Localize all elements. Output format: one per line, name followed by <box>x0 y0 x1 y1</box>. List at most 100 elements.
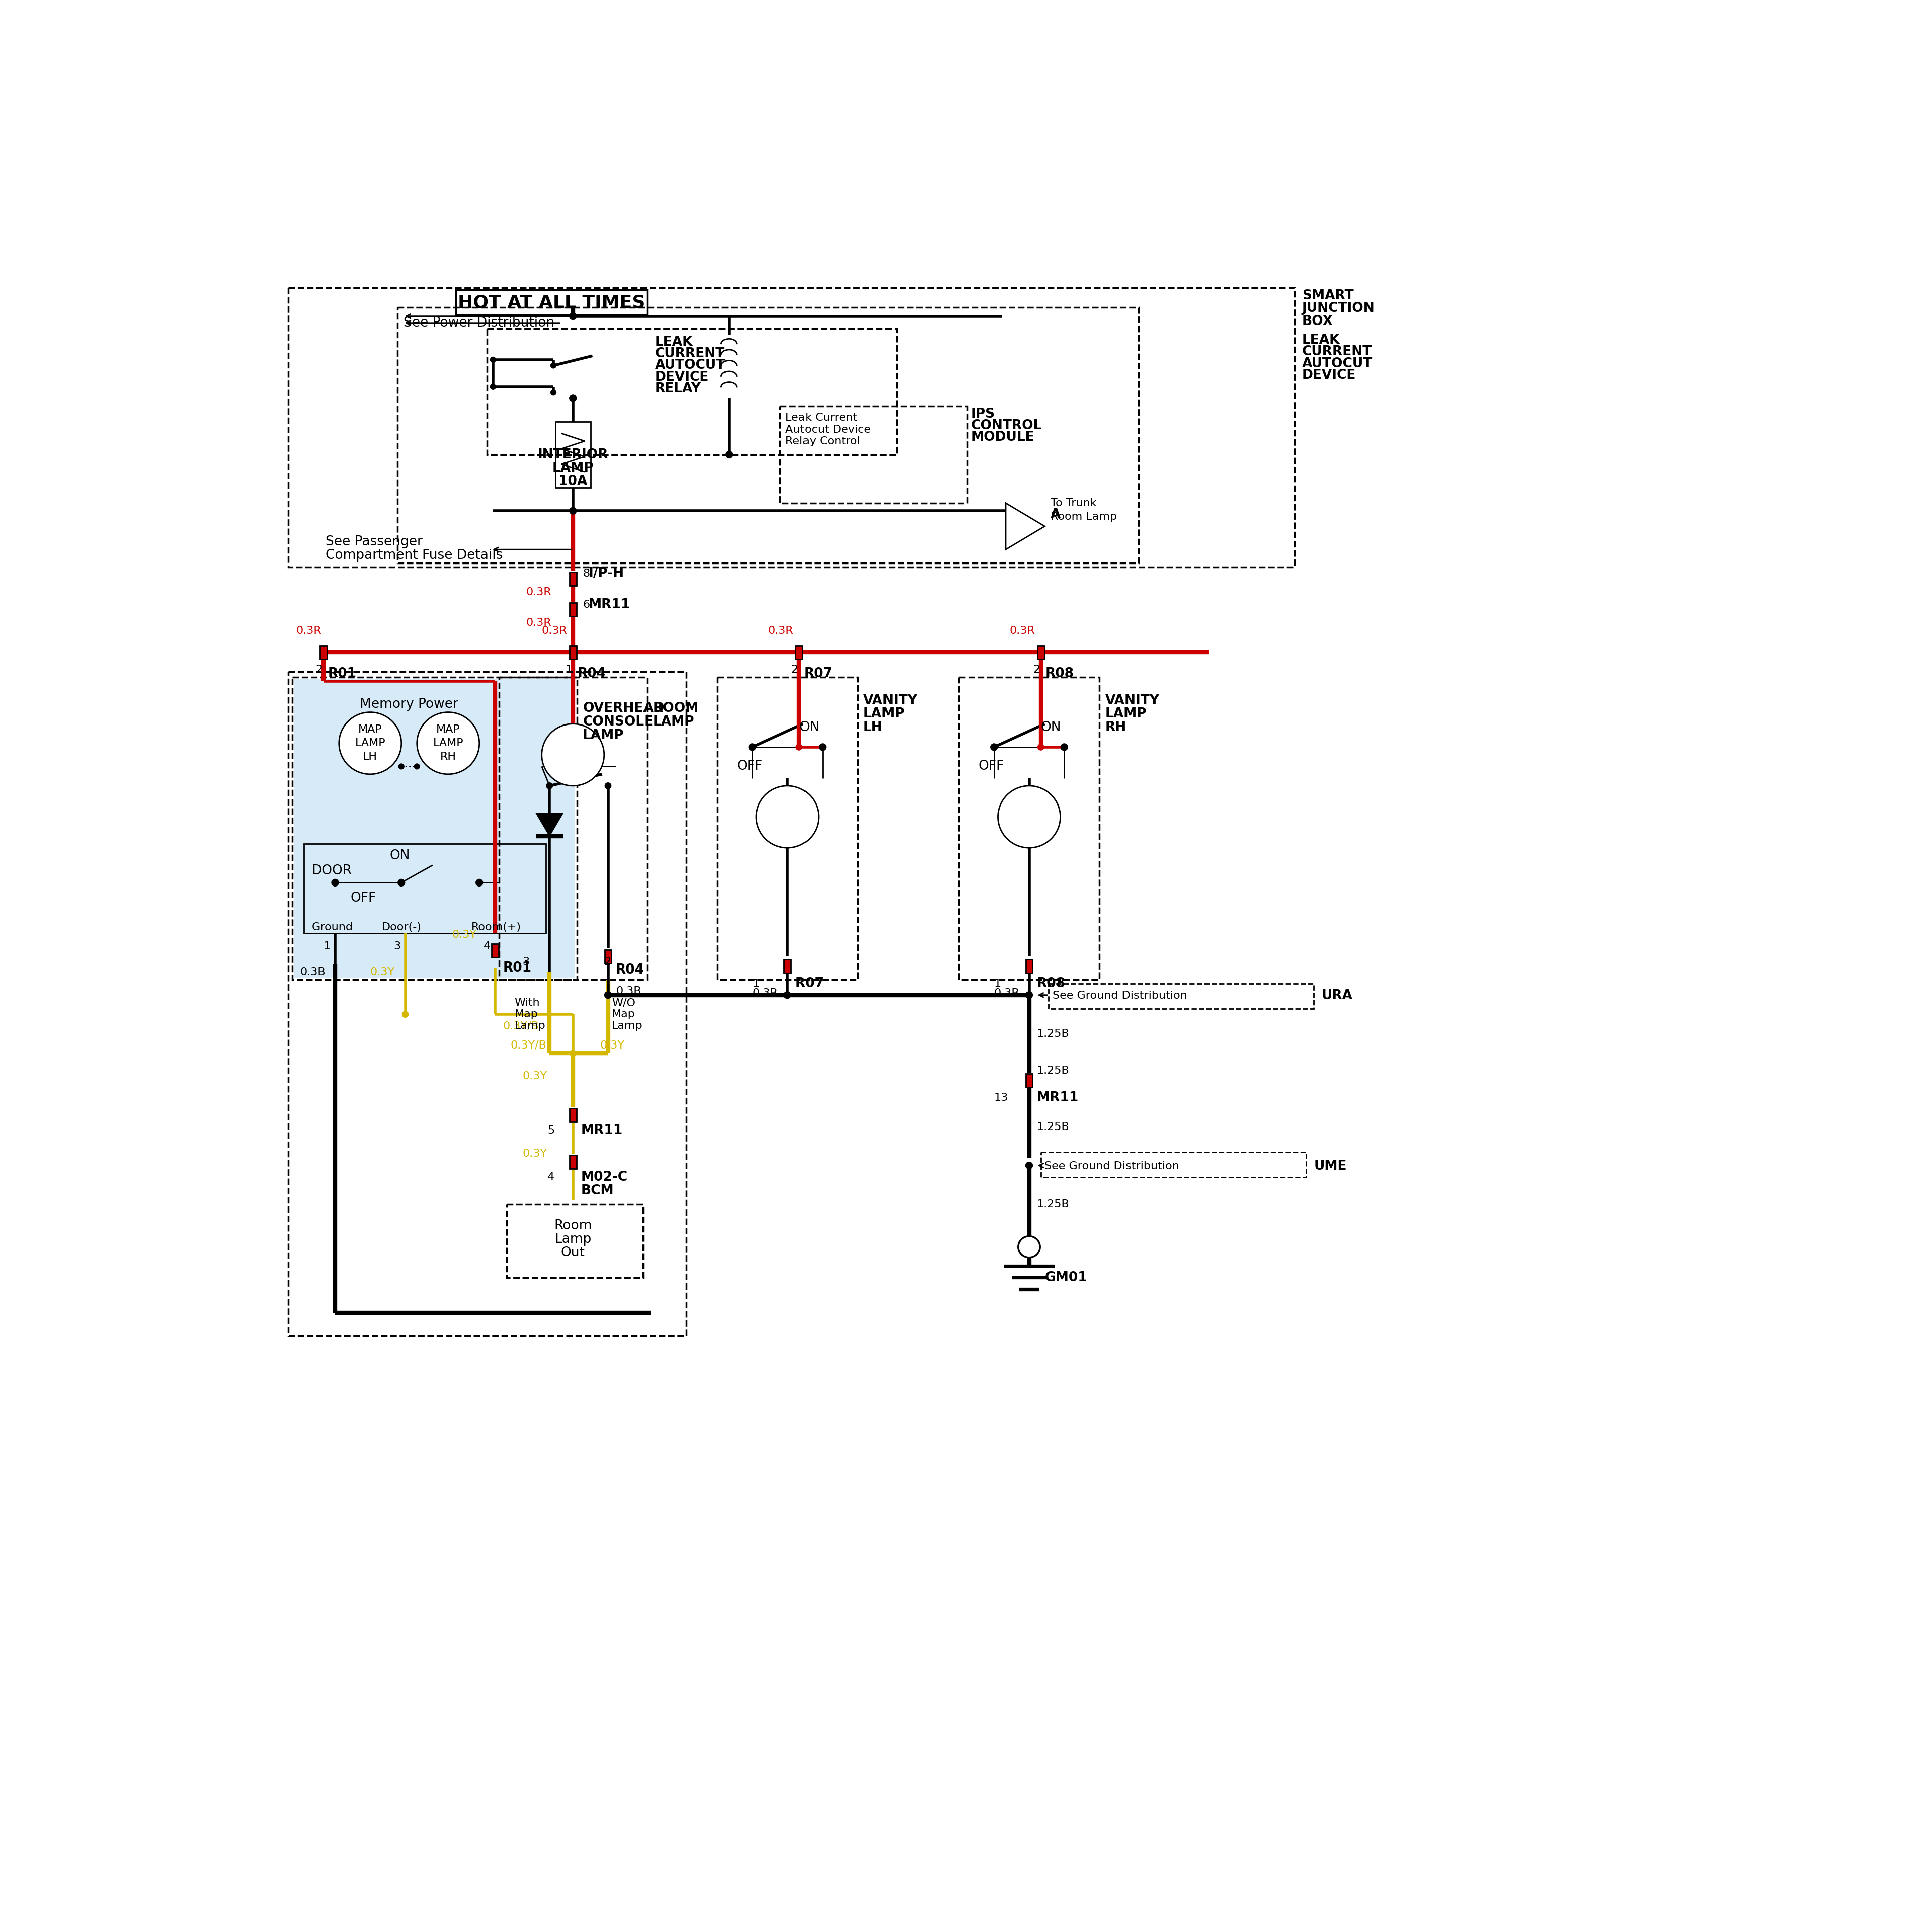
Text: DEVICE: DEVICE <box>655 371 709 384</box>
Text: OVERHEAD: OVERHEAD <box>583 701 665 715</box>
Bar <box>321 645 327 659</box>
Text: ON: ON <box>390 848 410 862</box>
Text: Lamp: Lamp <box>554 1233 591 1246</box>
Bar <box>491 945 498 958</box>
Text: Memory Power: Memory Power <box>359 697 458 711</box>
Text: RH: RH <box>1105 721 1126 734</box>
Text: 1: 1 <box>566 665 572 674</box>
Text: MR11: MR11 <box>1037 1092 1078 1105</box>
Bar <box>1037 645 1045 659</box>
Text: Relay Control: Relay Control <box>786 437 860 446</box>
Text: Door(-): Door(-) <box>383 922 421 933</box>
Text: VANITY: VANITY <box>864 694 918 707</box>
Circle shape <box>605 782 611 788</box>
Bar <box>456 290 647 315</box>
Bar <box>570 572 576 585</box>
Text: MAP: MAP <box>357 725 383 734</box>
Text: R07: R07 <box>796 978 823 989</box>
Polygon shape <box>1007 502 1045 549</box>
Circle shape <box>475 879 483 887</box>
Circle shape <box>725 450 732 458</box>
Text: 1: 1 <box>995 978 1001 989</box>
Circle shape <box>991 744 997 750</box>
Text: UME: UME <box>1314 1159 1347 1173</box>
Text: INTERIOR: INTERIOR <box>537 448 609 462</box>
Bar <box>1049 983 1314 1009</box>
Text: 0.3R: 0.3R <box>1010 626 1036 636</box>
Circle shape <box>750 744 755 750</box>
Text: CURRENT: CURRENT <box>655 348 725 361</box>
Text: 0.3R: 0.3R <box>526 587 553 597</box>
Text: 0.3Y: 0.3Y <box>371 966 394 978</box>
Bar <box>1041 1151 1306 1177</box>
Text: OFF: OFF <box>736 759 763 773</box>
Text: Room Lamp: Room Lamp <box>1051 512 1117 522</box>
Text: 3: 3 <box>522 956 529 968</box>
Circle shape <box>570 313 576 321</box>
Bar <box>303 844 545 933</box>
Text: 2: 2 <box>605 956 611 968</box>
Text: CURRENT: CURRENT <box>1302 346 1372 359</box>
Text: 4: 4 <box>547 1173 554 1182</box>
Text: RH: RH <box>440 752 456 761</box>
Text: CONSOLE: CONSOLE <box>583 715 653 728</box>
Text: 6: 6 <box>583 599 589 611</box>
Circle shape <box>796 744 802 750</box>
Text: Lamp: Lamp <box>612 1020 643 1032</box>
Text: LAMP: LAMP <box>355 738 384 748</box>
Circle shape <box>398 879 406 887</box>
Circle shape <box>332 879 338 887</box>
Text: Compartment Fuse Details: Compartment Fuse Details <box>325 549 502 562</box>
Text: 10A: 10A <box>558 475 587 489</box>
Bar <box>1026 1074 1032 1088</box>
Circle shape <box>570 508 576 514</box>
Text: SMART: SMART <box>1302 290 1354 301</box>
Text: MAP: MAP <box>437 725 460 734</box>
Bar <box>554 421 591 487</box>
Text: 0.3R: 0.3R <box>767 626 794 636</box>
Circle shape <box>570 1051 576 1057</box>
Bar <box>288 288 1294 566</box>
Text: LAMP: LAMP <box>583 728 624 742</box>
Text: LAMP: LAMP <box>653 715 694 728</box>
Text: BOX: BOX <box>1302 315 1333 328</box>
Bar <box>288 672 686 1335</box>
Text: 1.25B: 1.25B <box>1037 1122 1070 1132</box>
Text: 0.3R: 0.3R <box>296 626 321 636</box>
Circle shape <box>784 991 790 999</box>
Text: RELAY: RELAY <box>655 383 701 396</box>
Circle shape <box>547 782 553 788</box>
Bar <box>605 951 612 964</box>
Text: 4: 4 <box>483 941 491 952</box>
Bar <box>498 678 647 980</box>
Text: URA: URA <box>1321 989 1352 1003</box>
Bar <box>784 960 790 974</box>
Text: DOOR: DOOR <box>311 864 352 877</box>
Bar <box>717 678 858 980</box>
Text: R01: R01 <box>328 667 357 680</box>
Text: R04: R04 <box>578 667 607 680</box>
Bar <box>570 1155 576 1169</box>
Text: 0.3Y/B: 0.3Y/B <box>510 1039 547 1051</box>
Text: MR11: MR11 <box>589 599 630 611</box>
Text: LH: LH <box>363 752 377 761</box>
Text: See Ground Distribution: See Ground Distribution <box>1045 1161 1180 1171</box>
Text: Map: Map <box>612 1009 636 1020</box>
Text: BCM: BCM <box>582 1184 614 1198</box>
Text: 1: 1 <box>323 941 330 952</box>
Text: 0.3Y/B: 0.3Y/B <box>502 1020 539 1032</box>
Text: IPS: IPS <box>970 408 995 421</box>
Text: W/O: W/O <box>612 997 636 1009</box>
Text: 0.3Y: 0.3Y <box>522 1072 547 1082</box>
Bar <box>1026 960 1032 974</box>
Text: 0.3B: 0.3B <box>752 987 779 999</box>
Text: R08: R08 <box>1045 667 1074 680</box>
Text: 8: 8 <box>583 568 589 578</box>
Bar <box>570 645 576 659</box>
Text: ON: ON <box>800 721 819 734</box>
Text: R01: R01 <box>502 962 531 974</box>
Text: 1: 1 <box>752 978 759 989</box>
Circle shape <box>1026 991 1032 999</box>
Text: Room: Room <box>554 1219 591 1233</box>
Circle shape <box>541 725 605 786</box>
